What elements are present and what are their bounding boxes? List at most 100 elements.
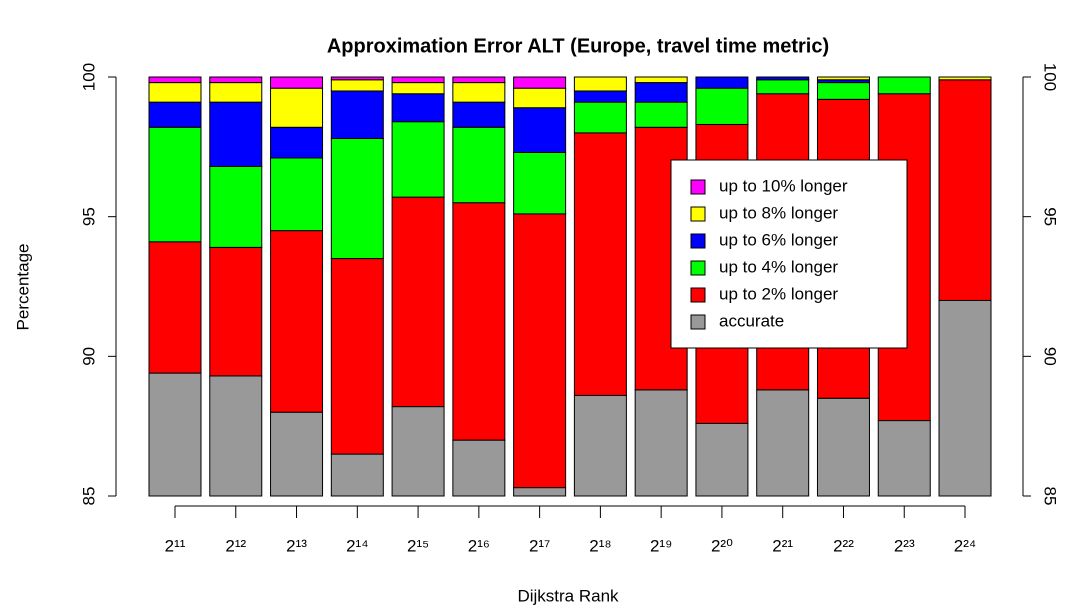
bar-segment [634, 82, 688, 103]
bar-segment [573, 101, 627, 134]
bar-segment [513, 487, 567, 497]
bar-segment [270, 230, 324, 413]
bar-segment [209, 76, 263, 84]
y-tick-label: 85 [79, 487, 98, 506]
bar-segment [330, 90, 384, 139]
bar-segment [209, 82, 263, 103]
bar-segment [148, 82, 202, 103]
bar-segment [756, 79, 810, 95]
bar-segment [209, 375, 263, 497]
bar-segment [452, 82, 506, 103]
y2-tick-label: 100 [1041, 63, 1060, 91]
x-tick-label: 2¹² [225, 536, 246, 555]
bar-segment [148, 241, 202, 374]
bar-segment [270, 157, 324, 232]
bar-segment [330, 258, 384, 455]
bar-segment [938, 79, 992, 301]
bar-segment [756, 76, 810, 81]
x-tick-label: 2¹⁸ [589, 536, 611, 555]
legend-swatch [690, 314, 706, 330]
x-tick-label: 2¹⁴ [346, 536, 368, 555]
bar-segment [452, 76, 506, 84]
x-tick-label: 2¹⁵ [407, 536, 429, 555]
x-tick-label: 2²⁰ [711, 536, 733, 555]
bar-segment [391, 76, 445, 84]
legend-label: up to 10% longer [719, 176, 848, 195]
bar-segment [270, 76, 324, 89]
bar-segment [877, 420, 931, 497]
bar-segment [513, 87, 567, 109]
legend-swatch [690, 233, 706, 249]
x-tick-label: 2²³ [894, 536, 915, 555]
bar-segment [938, 299, 992, 497]
bar-segment [452, 126, 506, 204]
bar-segment [756, 389, 810, 497]
bar-segment [391, 82, 445, 95]
bar-segment [816, 82, 870, 100]
x-axis-label: Dijkstra Rank [517, 586, 619, 605]
bar-segment [573, 132, 627, 396]
bar-segment [573, 76, 627, 92]
bar-segment [148, 372, 202, 497]
bar-segment [513, 107, 567, 153]
legend-swatch [690, 206, 706, 222]
x-tick-label: 2¹⁹ [650, 536, 672, 555]
x-tick-label: 2²² [833, 536, 854, 555]
y2-tick-label: 90 [1041, 347, 1060, 366]
chart-title: Approximation Error ALT (Europe, travel … [327, 35, 829, 57]
bar-segment [513, 213, 567, 489]
x-tick-label: 2²⁴ [954, 536, 976, 555]
bar-segment [695, 87, 749, 125]
y-tick-label: 100 [79, 63, 98, 91]
x-tick-label: 2¹⁶ [468, 536, 490, 555]
bar-segment [330, 137, 384, 260]
x-tick-label: 2¹¹ [165, 536, 186, 555]
bar-segment [513, 76, 567, 89]
legend-box [670, 159, 908, 349]
bar-segment [330, 79, 384, 92]
bar-segment [938, 76, 992, 81]
x-tick-label: 2¹⁷ [529, 536, 550, 555]
y2-tick-label: 95 [1041, 207, 1060, 226]
y-tick-label: 95 [79, 207, 98, 226]
bar-segment [452, 202, 506, 441]
x-tick-label: 2¹³ [286, 536, 307, 555]
bar-segment [634, 101, 688, 128]
bar-segment [209, 165, 263, 248]
bar-segment [148, 101, 202, 128]
legend-swatch [690, 260, 706, 276]
bar-segment [695, 76, 749, 89]
legend-label: accurate [719, 311, 784, 330]
bar-segment [452, 101, 506, 128]
x-tick-label: 2²¹ [772, 536, 793, 555]
y2-tick-label: 85 [1041, 487, 1060, 506]
legend-swatch [690, 287, 706, 303]
bar-segment [391, 196, 445, 408]
bar-segment [148, 76, 202, 84]
bar-segment [330, 76, 384, 81]
legend-label: up to 8% longer [719, 203, 838, 222]
bar-segment [391, 121, 445, 198]
y-tick-label: 90 [79, 347, 98, 366]
bar-segment [330, 453, 384, 497]
bar-segment [513, 151, 567, 215]
legend-label: up to 6% longer [719, 230, 838, 249]
bar-segment [452, 439, 506, 497]
bar-segment [695, 422, 749, 497]
bar-segment [573, 394, 627, 497]
legend-label: up to 4% longer [719, 257, 838, 276]
bar-segment [270, 411, 324, 497]
bar-segment [816, 397, 870, 497]
bar-segment [634, 389, 688, 497]
legend-label: up to 2% longer [719, 284, 838, 303]
bar-segment [209, 246, 263, 377]
bar-segment [391, 406, 445, 497]
bar-segment [391, 93, 445, 123]
legend-swatch [690, 179, 706, 195]
bar-segment [634, 76, 688, 84]
bar-segment [816, 76, 870, 81]
bar-segment [270, 126, 324, 159]
y-axis-label: Percentage [13, 244, 32, 331]
bar-segment [209, 101, 263, 167]
